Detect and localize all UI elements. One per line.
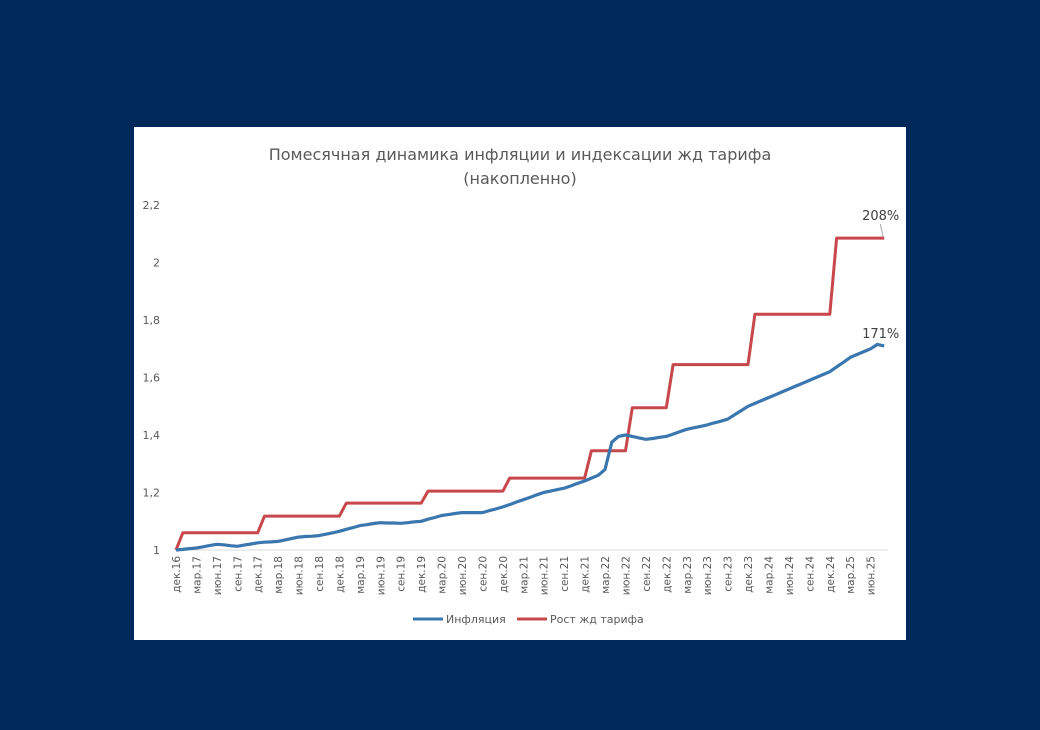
x-tick-label: мар.19 (355, 556, 367, 594)
annotations: 208% 171% (862, 209, 899, 342)
legend-label-inflation: Инфляция (446, 613, 506, 626)
x-tick-label: дек.24 (825, 556, 837, 593)
x-tick-label: июн.24 (784, 556, 796, 596)
x-tick-label: дек.20 (498, 556, 510, 593)
x-tick-label: июн.23 (702, 556, 714, 595)
y-tick-label: 2,2 (143, 199, 161, 212)
series-group (174, 236, 885, 552)
annotation-leader-line (879, 223, 884, 238)
y-tick-label: 1,2 (143, 487, 161, 500)
data-label-inflation: 171% (862, 327, 899, 342)
x-tick-label: июн.18 (294, 556, 306, 595)
x-tick-label: дек.17 (253, 556, 265, 593)
x-tick-label: июн.19 (375, 556, 387, 595)
y-tick-label: 1,6 (143, 372, 161, 385)
x-tick-label: дек.18 (334, 556, 346, 593)
x-tick-label: июн.22 (620, 556, 632, 595)
series-line-tariff (174, 236, 885, 551)
y-tick-label: 2 (153, 257, 160, 270)
chart-title: Помесячная динамика инфляции и индексаци… (269, 145, 772, 164)
x-tick-label: сен.18 (314, 556, 326, 592)
x-tick-label: сен.19 (396, 556, 408, 592)
y-axis: 1 1,2 1,4 1,6 1,8 2 2,2 (143, 199, 161, 557)
line-chart: Помесячная динамика инфляции и индексаци… (143, 145, 900, 626)
x-tick-label: мар.22 (600, 556, 612, 594)
chart-panel: Помесячная динамика инфляции и индексаци… (134, 127, 906, 640)
x-tick-label: мар.24 (763, 556, 775, 594)
x-tick-label: сен.20 (477, 556, 489, 592)
x-tick-label: дек.16 (171, 556, 183, 593)
series-line-inflation (175, 342, 885, 552)
x-tick-label: мар.20 (437, 556, 449, 594)
x-tick-label: июн.17 (212, 556, 224, 595)
x-tick-label: мар.17 (191, 556, 203, 594)
x-tick-label: мар.21 (518, 556, 530, 594)
legend-item-tariff[interactable]: Рост жд тарифа (517, 613, 644, 626)
x-tick-label: сен.21 (559, 556, 571, 592)
x-tick-label: мар.23 (682, 556, 694, 594)
x-tick-label: дек.23 (743, 556, 755, 593)
chart-subtitle: (накопленно) (463, 169, 576, 188)
data-label-tariff: 208% (862, 209, 899, 224)
x-tick-label: мар.18 (273, 556, 285, 594)
x-axis: дек.16 мар.17 июн.17 сен.17 дек.17 мар.18 июн.… (171, 556, 878, 596)
x-tick-label: сен.22 (641, 556, 653, 592)
legend-item-inflation[interactable]: Инфляция (413, 613, 506, 626)
y-tick-label: 1 (153, 544, 160, 557)
y-tick-label: 1,8 (143, 314, 161, 327)
x-tick-label: сен.23 (723, 556, 735, 592)
x-tick-label: дек.22 (661, 556, 673, 593)
x-tick-label: июн.21 (539, 556, 551, 595)
x-tick-label: мар.25 (845, 556, 857, 594)
x-tick-label: июн.20 (457, 556, 469, 595)
x-tick-label: июн.25 (866, 556, 878, 595)
legend-label-tariff: Рост жд тарифа (550, 613, 644, 626)
x-tick-label: дек.21 (580, 556, 592, 593)
y-tick-label: 1,4 (143, 429, 161, 442)
x-tick-label: сен.24 (804, 556, 816, 592)
x-tick-label: сен.17 (232, 556, 244, 592)
legend: Инфляция Рост жд тарифа (413, 613, 644, 626)
x-tick-label: дек.19 (416, 556, 428, 593)
